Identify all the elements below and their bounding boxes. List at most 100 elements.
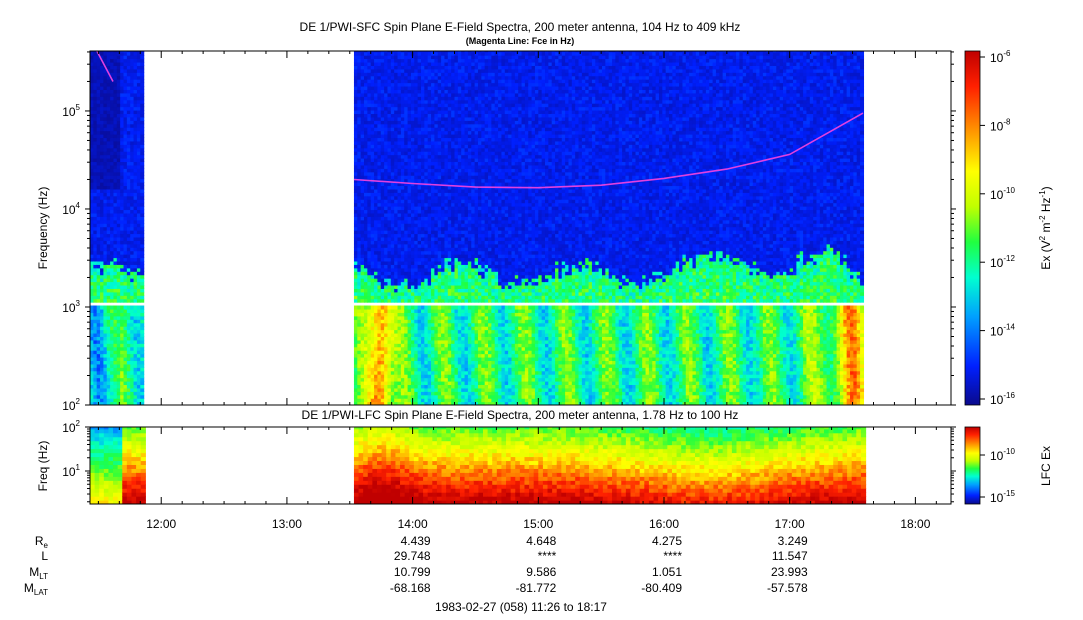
spectrogram-cell xyxy=(126,92,131,97)
spectrogram-cell xyxy=(431,401,435,405)
spectrogram-cell xyxy=(424,353,429,358)
spectrogram-cell xyxy=(377,305,382,310)
spectrogram-cell xyxy=(90,233,94,238)
spectrogram-cell xyxy=(374,206,379,211)
spectrogram-cell xyxy=(461,315,466,320)
spectrogram-cell xyxy=(96,288,101,293)
spectrogram-cell xyxy=(420,103,425,108)
spectrogram-cell xyxy=(120,99,125,104)
spectrogram-cell xyxy=(397,322,402,327)
spectrogram-cell xyxy=(106,332,111,337)
spectrogram-cell xyxy=(370,353,375,358)
spectrogram-cell xyxy=(133,250,138,255)
spectrogram-cell xyxy=(103,384,108,389)
spectrogram-cell xyxy=(380,363,385,368)
spectrogram-cell xyxy=(353,336,358,341)
spectrogram-cell xyxy=(93,363,98,368)
spectrogram-cell xyxy=(116,209,121,214)
spectrogram-cell xyxy=(130,278,135,283)
spectrogram-cell xyxy=(133,284,138,289)
spectrogram-cell xyxy=(441,127,446,132)
spectrogram-cell xyxy=(384,284,389,289)
spectrogram-cell xyxy=(140,346,145,351)
spectrogram-cell xyxy=(133,216,138,221)
spectrogram-cell xyxy=(374,68,379,73)
top-spectrogram-cells xyxy=(90,51,865,405)
spectrogram-cell xyxy=(380,140,385,145)
spectrogram-cell xyxy=(400,79,405,84)
spectrogram-cell xyxy=(126,336,131,341)
spectrogram-cell xyxy=(461,281,466,286)
spectrogram-cell xyxy=(106,223,111,228)
spectrogram-cell xyxy=(367,267,372,272)
spectrogram-cell xyxy=(106,315,111,320)
spectrogram-cell xyxy=(364,339,368,344)
spectrogram-cell xyxy=(140,55,145,60)
spectrogram-cell xyxy=(116,188,121,193)
spectrogram-cell xyxy=(414,247,419,252)
spectrogram-cell xyxy=(397,247,402,252)
spectrogram-cell xyxy=(106,137,111,142)
spectrogram-cell xyxy=(126,123,131,128)
spectrogram-cell xyxy=(420,339,425,344)
spectrogram-cell xyxy=(414,188,419,193)
spectrogram-cell xyxy=(410,322,415,327)
spectrogram-cell xyxy=(397,140,402,145)
spectrogram-cell xyxy=(414,58,419,63)
spectrogram-cell xyxy=(377,363,382,368)
spectrogram-cell xyxy=(106,175,111,180)
spectrogram-cell xyxy=(113,394,118,399)
spectrogram-cell xyxy=(130,312,135,317)
spectrogram-cell xyxy=(404,356,409,361)
spectrogram-cell xyxy=(113,233,118,238)
spectrogram-cell xyxy=(407,127,412,132)
spectrogram-cell xyxy=(431,350,435,355)
spectrogram-cell xyxy=(123,106,128,111)
spectrogram-cell xyxy=(390,264,395,269)
spectrogram-cell xyxy=(424,178,429,183)
spectrogram-cell xyxy=(397,360,402,365)
spectrogram-cell xyxy=(424,99,429,104)
spectrogram-cell xyxy=(380,96,385,101)
spectrogram-cell xyxy=(404,103,409,108)
spectrogram-cell xyxy=(93,298,98,303)
spectrogram-cell xyxy=(364,140,368,145)
spectrogram-cell xyxy=(407,168,412,173)
spectrogram-cell xyxy=(417,72,422,77)
spectrogram-cell xyxy=(461,319,466,324)
spectrogram-cell xyxy=(123,305,128,310)
spectrogram-cell xyxy=(100,326,105,331)
spectrogram-cell xyxy=(400,284,405,289)
spectrogram-cell xyxy=(100,209,105,214)
spectrogram-cell xyxy=(377,106,382,111)
spectrogram-cell xyxy=(130,387,135,392)
spectrogram-cell xyxy=(394,212,399,217)
spectrogram-cell xyxy=(360,161,365,166)
spectrogram-cell xyxy=(427,363,432,368)
spectrogram-cell xyxy=(103,171,108,176)
spectrogram-cell xyxy=(417,374,422,379)
spectrogram-cell xyxy=(424,51,429,53)
spectrogram-cell xyxy=(93,233,98,238)
spectrogram-cell xyxy=(100,116,105,121)
spectrogram-cell xyxy=(400,195,405,200)
spectrogram-cell xyxy=(90,164,94,169)
spectrogram-cell xyxy=(357,264,362,269)
spectrogram-cell xyxy=(106,192,111,197)
spectrogram-cell xyxy=(100,243,105,248)
spectrogram-cell xyxy=(113,147,118,152)
spectrogram-cell xyxy=(357,127,362,132)
spectrogram-cell xyxy=(103,374,108,379)
spectrogram-cell xyxy=(384,58,389,63)
spectrogram-cell xyxy=(390,147,395,152)
spectrogram-cell xyxy=(93,151,98,156)
spectrogram-cell xyxy=(407,79,412,84)
spectrogram-cell xyxy=(103,236,108,241)
spectrogram-cell xyxy=(103,144,108,149)
spectrogram-cell xyxy=(394,370,399,375)
spectrogram-cell xyxy=(407,350,412,355)
spectrogram-cell xyxy=(126,374,131,379)
spectrogram-cell xyxy=(400,164,405,169)
spectrogram-cell xyxy=(370,147,375,152)
spectrogram-cell xyxy=(110,315,115,320)
